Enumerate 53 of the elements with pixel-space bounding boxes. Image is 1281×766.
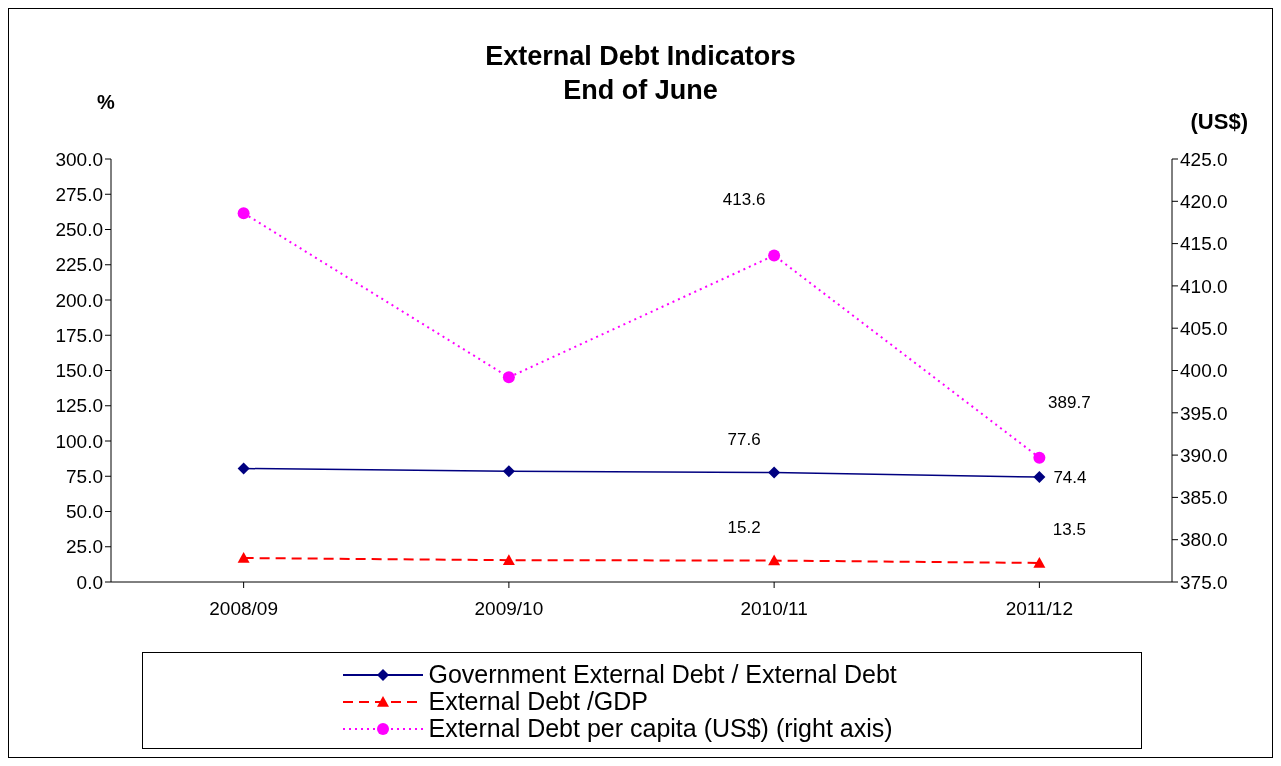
y-tick-label: 175.0 [55, 324, 103, 346]
y-tick-label: 150.0 [55, 360, 103, 382]
data-label: 15.2 [727, 517, 761, 537]
x-tick-label: 2010/11 [740, 598, 808, 620]
point [768, 554, 781, 566]
point [502, 371, 515, 384]
data-label: 77.6 [727, 429, 761, 449]
x-tick-label: 2009/10 [474, 598, 544, 620]
data-label: 413.6 [722, 190, 766, 210]
y-tick-label: 275.0 [55, 183, 103, 205]
y-tick-label: 50.0 [66, 501, 103, 523]
y2-axis-title: (US$) [1190, 109, 1248, 135]
x-tick-label: 2011/12 [1005, 598, 1074, 620]
y-tick-label: 300.0 [55, 148, 103, 170]
legend-label: External Debt /GDP [428, 687, 649, 715]
point [1033, 471, 1046, 484]
point [1033, 451, 1046, 464]
y-tick-label: 75.0 [66, 465, 103, 487]
y2-tick-label: 380.0 [1180, 529, 1228, 551]
y-tick-label: 225.0 [55, 254, 103, 276]
y-tick-label: 200.0 [55, 289, 103, 311]
y-axis-title: % [97, 91, 115, 114]
y-tick-label: 25.0 [66, 536, 103, 558]
y2-tick-label: 400.0 [1180, 360, 1228, 382]
point [237, 207, 250, 220]
y-tick-label: 250.0 [55, 219, 103, 241]
y2-tick-label: 410.0 [1180, 275, 1228, 297]
y2-tick-label: 390.0 [1180, 444, 1228, 466]
y2-tick-label: 385.0 [1180, 487, 1228, 509]
legend-label: Government External Debt / External Debt [428, 660, 897, 688]
x-tick-label: 2008/09 [209, 598, 278, 620]
data-label: 74.4 [1053, 468, 1087, 488]
chart-subtitle: End of June [563, 75, 718, 105]
data-label: 389.7 [1048, 392, 1091, 412]
y2-tick-label: 420.0 [1180, 191, 1228, 213]
y2-tick-label: 415.0 [1180, 233, 1228, 255]
y2-tick-label: 405.0 [1180, 317, 1228, 339]
y2-tick-label: 375.0 [1180, 571, 1228, 593]
point [768, 466, 781, 479]
point [237, 462, 250, 475]
chart-title: External Debt Indicators [484, 40, 797, 73]
point [1033, 556, 1046, 568]
y-tick-label: 100.0 [55, 430, 103, 452]
legend-label: External Debt per capita (US$) (right axis) [428, 714, 893, 742]
y-tick-label: 0.0 [76, 571, 103, 593]
point [502, 554, 515, 565]
data-label: 13.5 [1052, 519, 1086, 539]
y-tick-label: 125.0 [55, 395, 103, 417]
y2-tick-label: 425.0 [1180, 148, 1228, 170]
point [768, 249, 781, 262]
point [237, 552, 250, 563]
y2-tick-label: 395.0 [1180, 402, 1228, 424]
point [502, 465, 515, 478]
